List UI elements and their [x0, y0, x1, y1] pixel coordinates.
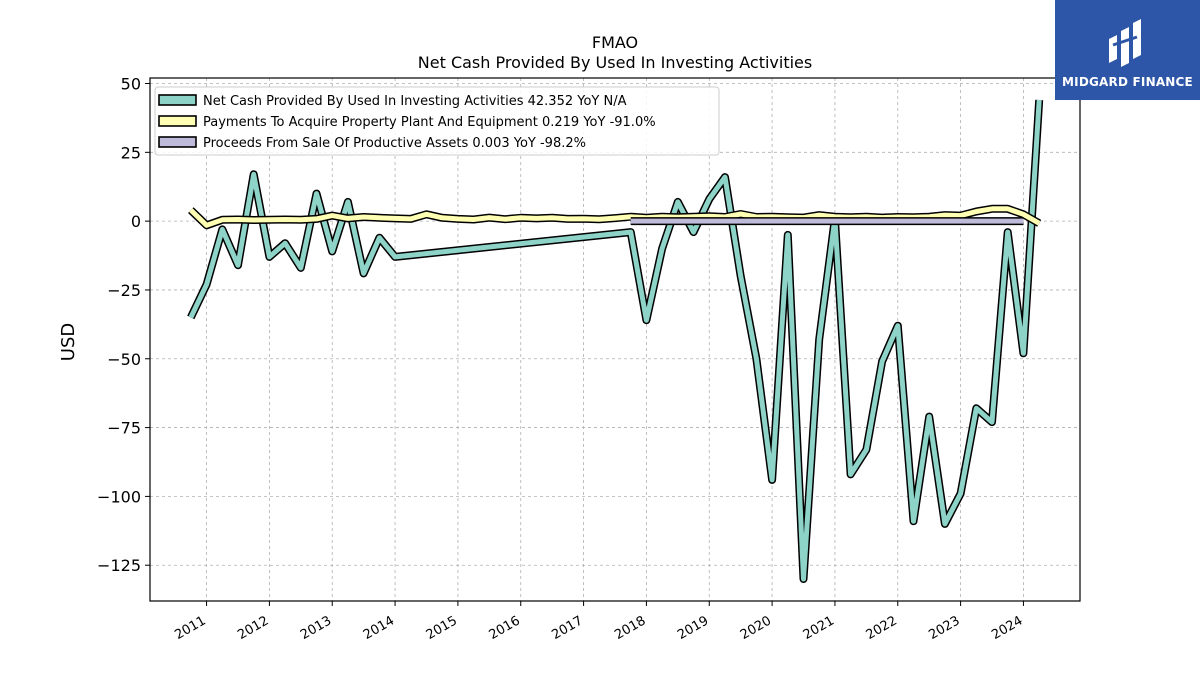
y-tick-label: 50	[121, 75, 141, 94]
legend-swatch	[158, 136, 197, 148]
x-tick-label: 2020	[738, 613, 774, 643]
x-tick-label: 2023	[926, 613, 962, 643]
y-tick-label: −50	[107, 350, 141, 369]
legend-box	[154, 86, 720, 156]
y-tick-label: −100	[97, 487, 141, 506]
y-tick-label: −25	[107, 281, 141, 300]
y-axis-label: USD	[58, 323, 79, 361]
midgard-logo-icon	[1108, 19, 1141, 67]
y-tick-label: −75	[107, 419, 141, 438]
x-tick-label: 2011	[172, 613, 208, 643]
series-line	[188, 99, 1042, 582]
x-tick-label: 2022	[864, 613, 900, 643]
y-tick-label: 25	[121, 143, 141, 162]
series-line	[189, 206, 1041, 228]
x-tick-label: 2013	[298, 613, 334, 643]
brand-logo: MIDGARD FINANCE	[1055, 0, 1200, 100]
x-tick-label: 2017	[549, 613, 585, 643]
y-tick-label: −125	[97, 556, 141, 575]
x-tick-label: 2015	[424, 613, 460, 643]
grid	[150, 78, 1080, 601]
x-tick-label: 2016	[487, 613, 523, 643]
y-tick-label: 0	[131, 212, 141, 231]
legend-swatch	[158, 94, 197, 106]
legend-label: Payments To Acquire Property Plant And E…	[203, 115, 656, 130]
plot-frame	[149, 77, 1081, 602]
brand-name: MIDGARD FINANCE	[1062, 75, 1193, 89]
legend: Net Cash Provided By Used In Investing A…	[154, 86, 720, 156]
plot-area	[187, 99, 1044, 583]
x-tick-label: 2024	[989, 613, 1025, 643]
x-tick-label: 2019	[675, 613, 711, 643]
x-tick-label: 2014	[361, 613, 397, 643]
x-tick-label: 2018	[612, 613, 648, 643]
chart-title: FMAO	[592, 33, 638, 52]
x-tick-label: 2021	[801, 613, 837, 643]
legend-swatch	[158, 115, 197, 127]
legend-label: Net Cash Provided By Used In Investing A…	[203, 94, 627, 109]
chart-subtitle: Net Cash Provided By Used In Investing A…	[418, 53, 812, 72]
x-tick-label: 2012	[235, 613, 271, 643]
legend-label: Proceeds From Sale Of Productive Assets …	[203, 136, 586, 151]
